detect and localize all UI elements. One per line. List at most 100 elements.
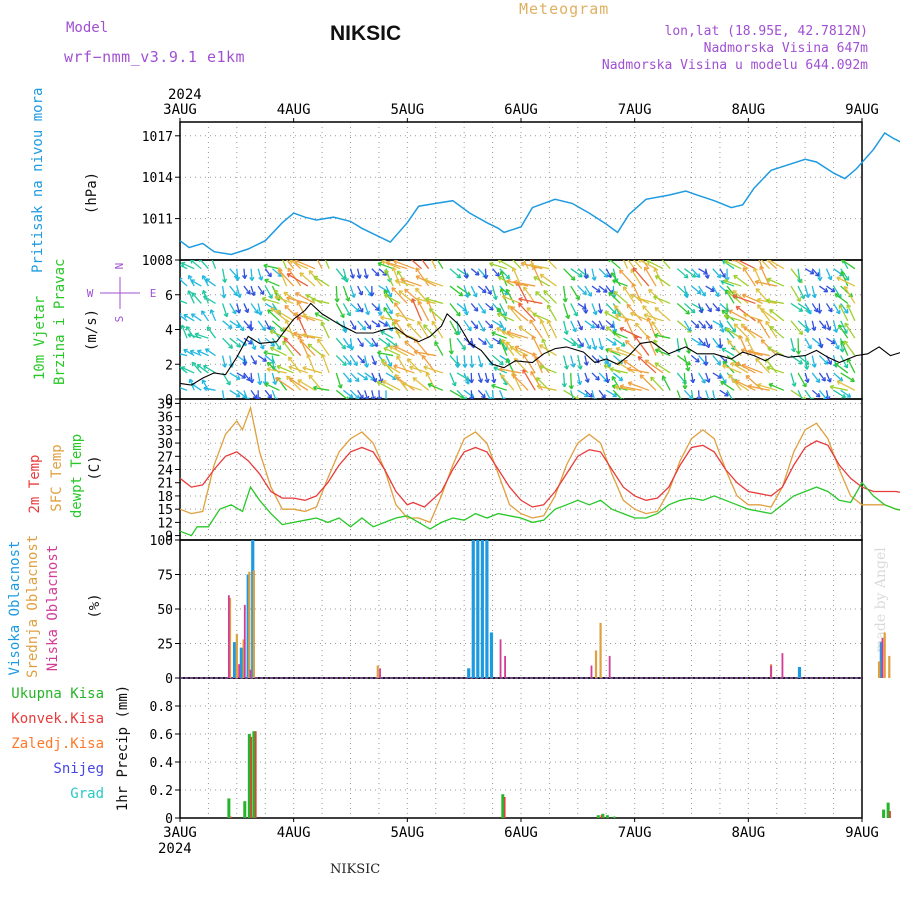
- wind-arrow-head: [266, 366, 271, 373]
- wind-arrow-head: [396, 270, 402, 275]
- wind-arrow-head: [815, 392, 821, 398]
- wind-arrow: [407, 323, 423, 339]
- wind-arrow: [836, 276, 856, 287]
- wind-arrow: [682, 372, 688, 390]
- wind-arrow-shaft: [364, 320, 372, 330]
- wind-arrow: [691, 268, 701, 278]
- wind-arrow-shaft: [719, 338, 722, 349]
- wind-arrow: [180, 299, 188, 305]
- wind-arrow-head: [563, 330, 569, 335]
- wind-arrow-shaft: [563, 337, 576, 346]
- wind-arrow: [797, 285, 806, 300]
- bottom-date-label: 9AUG: [845, 825, 879, 841]
- wind-arrow: [712, 372, 722, 379]
- wind-arrow-head: [198, 260, 203, 263]
- wind-arrow-shaft: [257, 285, 265, 295]
- wind-arrow: [364, 337, 375, 348]
- wind-arrow: [299, 272, 316, 287]
- wind-arrow: [742, 267, 756, 287]
- wind-arrow-head: [496, 307, 502, 312]
- wind-arrow-head: [499, 360, 504, 366]
- wind-arrow-head: [191, 292, 197, 297]
- wind-arrow: [818, 389, 828, 399]
- wind-arrow: [738, 334, 749, 356]
- wind-arrow: [249, 372, 255, 384]
- wind-arrow-head: [354, 377, 360, 383]
- wind-arrow-shaft: [605, 268, 612, 278]
- wind-arrow: [236, 372, 247, 379]
- wind-arrow-head: [413, 349, 419, 355]
- wind-arrow-head: [611, 375, 617, 381]
- wind-arrow-head: [255, 396, 261, 399]
- wind-arrow-head: [826, 378, 832, 383]
- wind-arrow-head: [505, 341, 511, 347]
- wind-arrow: [584, 389, 593, 398]
- wind-arrow-shaft: [243, 355, 246, 366]
- wind-arrow: [619, 327, 643, 339]
- wind-arrow: [577, 337, 584, 348]
- wind-arrow: [712, 355, 722, 366]
- wind-arrow: [201, 274, 209, 287]
- wind-arrow-shaft: [377, 262, 394, 270]
- wind-arrow-head: [469, 396, 475, 399]
- wind-arrow-shaft: [769, 326, 785, 339]
- wind-arrow-head: [221, 363, 228, 368]
- wind-arrow-head: [734, 260, 737, 262]
- cloud-bar: [781, 653, 784, 678]
- wind-arrow: [683, 285, 690, 299]
- wind-arrow: [505, 358, 515, 374]
- wind-arrow-head: [487, 396, 492, 399]
- wind-arrow: [190, 279, 202, 287]
- wind-arrow: [721, 309, 735, 322]
- wind-arrow-head: [376, 396, 382, 399]
- wind-arrow: [194, 332, 209, 339]
- wind-arrow: [286, 260, 295, 270]
- wind-arrow: [180, 387, 188, 391]
- wind-arrow-head: [518, 296, 523, 303]
- wind-arrow-shaft: [400, 278, 422, 287]
- wind-arrow-head: [595, 323, 600, 329]
- wind-arrow-head: [827, 360, 833, 365]
- wind-arrow-shaft: [691, 285, 702, 295]
- wind-arrow: [522, 369, 536, 391]
- wind-arrow-shaft: [470, 355, 473, 368]
- wind-arrow: [811, 389, 821, 398]
- wind-arrow-head: [608, 260, 611, 263]
- wind-arrow: [180, 302, 181, 304]
- wind-arrow-head: [301, 332, 307, 338]
- wind-arrow: [570, 303, 579, 317]
- wind-arrow: [732, 294, 756, 305]
- wind-arrow-shaft: [470, 268, 480, 276]
- wind-arrow-shaft: [294, 260, 316, 270]
- wind-arrow-shaft: [492, 337, 502, 344]
- wind-arrow-shaft: [381, 260, 401, 270]
- wind-arrow-head: [236, 293, 242, 299]
- wind-arrow-head: [180, 313, 182, 315]
- wind-arrow-head: [249, 378, 255, 384]
- wind-arrow-shaft: [314, 312, 330, 322]
- wind-arrow-head: [299, 338, 304, 344]
- wind-arrow-head: [252, 360, 257, 365]
- wind-arrow-shaft: [243, 337, 253, 345]
- cloud_cover-ytick-label: 0: [165, 672, 173, 687]
- wind-arrow-head: [608, 347, 613, 353]
- wind-arrow-head: [246, 289, 251, 295]
- wind-arrow-shaft: [847, 358, 856, 374]
- wind-arrow: [357, 320, 367, 331]
- wind-arrow-shaft: [342, 303, 351, 316]
- wind-arrow-head: [690, 378, 696, 384]
- temperature-ytick-label: 39: [157, 397, 173, 412]
- wind-arrow-head: [248, 326, 254, 332]
- wind-arrow: [723, 278, 742, 287]
- wind-arrow-head: [809, 269, 815, 275]
- wind-arrow: [463, 303, 469, 316]
- wind-arrow-shaft: [278, 269, 295, 287]
- wind-arrow-shaft: [456, 285, 471, 296]
- temperature-ytick-label: 18: [157, 490, 173, 505]
- wind-arrow-shaft: [463, 355, 466, 368]
- wind-arrow-shaft: [273, 289, 288, 304]
- wind-arrow: [302, 313, 323, 322]
- wind-arrow: [413, 349, 436, 357]
- wind-arrow-head: [592, 397, 597, 399]
